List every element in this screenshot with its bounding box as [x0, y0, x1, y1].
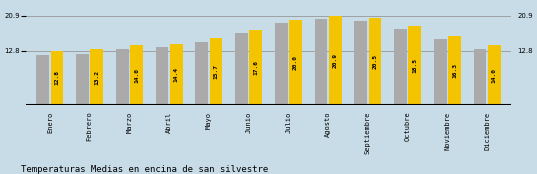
Bar	[37, 55, 49, 105]
Bar	[315, 19, 328, 105]
Bar	[329, 16, 342, 105]
Text: 20.5: 20.5	[373, 54, 378, 69]
Bar	[369, 18, 381, 105]
Text: 20.0: 20.0	[293, 55, 298, 70]
Bar	[289, 20, 302, 105]
Bar	[448, 35, 461, 105]
Bar	[170, 44, 183, 105]
Text: 20.9: 20.9	[333, 53, 338, 68]
Text: 15.7: 15.7	[214, 64, 219, 79]
Bar	[275, 23, 288, 105]
Text: 13.2: 13.2	[95, 70, 99, 85]
Bar	[474, 49, 487, 105]
Bar	[235, 33, 248, 105]
Text: 18.5: 18.5	[412, 58, 417, 73]
Bar	[116, 49, 128, 105]
Text: 14.4: 14.4	[174, 67, 179, 82]
Text: 16.3: 16.3	[452, 63, 457, 78]
Bar	[209, 38, 222, 105]
Text: 17.6: 17.6	[253, 60, 258, 75]
Bar	[434, 39, 447, 105]
Bar	[354, 21, 367, 105]
Bar	[130, 45, 143, 105]
Bar	[488, 45, 500, 105]
Bar	[76, 54, 89, 105]
Bar	[249, 30, 262, 105]
Text: 14.0: 14.0	[134, 68, 139, 83]
Bar	[409, 26, 421, 105]
Bar	[195, 42, 208, 105]
Bar	[156, 47, 168, 105]
Bar	[50, 50, 63, 105]
Bar	[394, 29, 407, 105]
Text: Temperaturas Medias en encina de san silvestre: Temperaturas Medias en encina de san sil…	[21, 165, 268, 174]
Text: 12.8: 12.8	[55, 70, 60, 85]
Bar	[90, 49, 103, 105]
Text: 14.0: 14.0	[492, 68, 497, 83]
